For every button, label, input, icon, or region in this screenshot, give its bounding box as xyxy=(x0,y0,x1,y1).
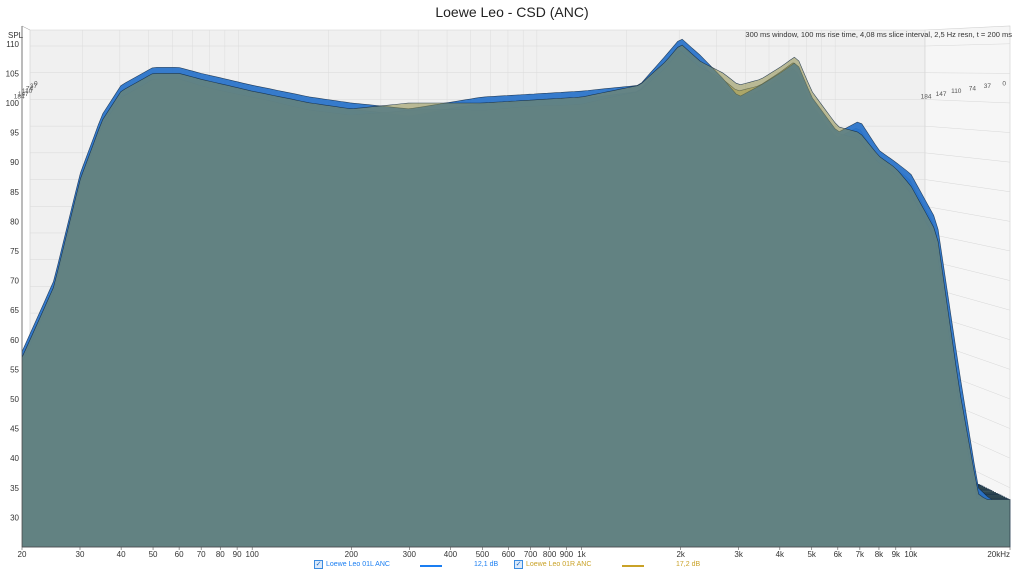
grid-line-level-side xyxy=(924,152,1011,163)
y-tick-label: 90 xyxy=(10,158,19,167)
legend-label-left: Loewe Leo 01L ANC xyxy=(326,561,390,568)
x-tick-label: 8k xyxy=(875,550,884,559)
x-tick-label: 30 xyxy=(76,550,85,559)
time-tick-label-left: 147 xyxy=(18,91,29,98)
legend-item-right[interactable]: ✓ Loewe Leo 01R ANC xyxy=(514,560,591,569)
legend-swatch-left xyxy=(420,565,442,567)
legend-checkbox-right[interactable]: ✓ xyxy=(514,560,523,569)
legend: ✓ Loewe Leo 01L ANC 12,1 dB ✓ Loewe Leo … xyxy=(0,560,1024,573)
x-tick-label: 10k xyxy=(904,550,918,559)
x-tick-label: 800 xyxy=(543,550,557,559)
y-axis-label: SPL xyxy=(8,31,24,40)
legend-value-left: 12,1 dB xyxy=(474,561,499,568)
x-tick-label: 40 xyxy=(117,550,126,559)
x-tick-label: 600 xyxy=(502,550,516,559)
csd-slice-right xyxy=(22,44,1011,548)
y-tick-label: 105 xyxy=(6,69,20,78)
time-tick-label-left: 37 xyxy=(30,83,38,90)
x-tick-label: 9k xyxy=(892,550,901,559)
y-tick-label: 30 xyxy=(10,513,19,522)
y-tick-label: 50 xyxy=(10,395,19,404)
x-tick-label: 3k xyxy=(734,550,743,559)
grid-line-level-side xyxy=(924,99,1011,104)
csd-chart: 30 35 40 45 50 55 60 65 70 75 80 85 90 95 100 105 110 20 3… xyxy=(6,25,1012,559)
time-tick-label-left: 0 xyxy=(34,81,38,88)
x-tick-label: 100 xyxy=(246,550,260,559)
x-tick-label: 200 xyxy=(345,550,359,559)
y-tick-label: 60 xyxy=(10,336,19,345)
x-tick-label: 500 xyxy=(476,550,490,559)
x-tick-label: 900 xyxy=(560,550,574,559)
legend-value-right: 17,2 dB xyxy=(676,561,701,568)
time-tick-label-right: 74 xyxy=(969,85,977,92)
y-tick-label: 70 xyxy=(10,277,19,286)
x-tick-label: 90 xyxy=(233,550,242,559)
legend-label-right: Loewe Leo 01R ANC xyxy=(526,561,592,568)
grid-line-level-side xyxy=(924,206,1011,222)
y-tick-label: 95 xyxy=(10,129,19,138)
grid-line-level-side xyxy=(924,125,1011,133)
depth-axis-line xyxy=(21,25,31,31)
y-tick-label: 40 xyxy=(10,454,19,463)
x-tick-label: 400 xyxy=(444,550,458,559)
time-tick-label-right: 37 xyxy=(984,83,992,90)
x-tick-label: 5k xyxy=(807,550,816,559)
x-tick-label: 4k xyxy=(776,550,785,559)
y-tick-label: 45 xyxy=(10,425,19,434)
x-tick-label: 20kHz xyxy=(987,550,1010,559)
legend-checkbox-left[interactable]: ✓ xyxy=(314,560,323,569)
x-tick-label: 70 xyxy=(197,550,206,559)
chart-title: Loewe Leo - CSD (ANC) xyxy=(435,4,589,20)
slices-layer xyxy=(22,38,1011,548)
axes-layer: 30 35 40 45 50 55 60 65 70 75 80 85 90 95 100 105 110 20 3… xyxy=(6,25,1011,559)
grid-line-level-side xyxy=(924,179,1011,193)
grid-line-level-side xyxy=(924,72,1011,74)
time-tick-label-right: 147 xyxy=(936,91,947,98)
x-tick-label: 2k xyxy=(676,550,685,559)
y-tick-label: 55 xyxy=(10,365,19,374)
time-tick-label-left: 74 xyxy=(26,85,34,92)
y-tick-label: 35 xyxy=(10,484,19,493)
time-tick-label-right: 110 xyxy=(951,88,962,95)
time-tick-label-right: 0 xyxy=(1002,81,1006,88)
y-tick-label: 75 xyxy=(10,247,19,256)
time-tick-label-left: 110 xyxy=(22,88,33,95)
x-tick-label: 300 xyxy=(403,550,417,559)
x-tick-label: 7k xyxy=(856,550,865,559)
x-tick-label: 20 xyxy=(18,550,27,559)
x-tick-label: 80 xyxy=(216,550,225,559)
legend-swatch-right xyxy=(622,565,644,567)
y-tick-label: 65 xyxy=(10,306,19,315)
x-tick-label: 700 xyxy=(524,550,538,559)
x-tick-label: 6k xyxy=(834,550,843,559)
legend-item-left[interactable]: ✓ Loewe Leo 01L ANC xyxy=(314,560,390,569)
x-tick-label: 1k xyxy=(577,550,586,559)
grid-line-level-side xyxy=(924,43,1011,47)
y-tick-label: 110 xyxy=(6,40,19,49)
y-tick-label: 85 xyxy=(10,188,19,197)
time-tick-label-left: 184 xyxy=(14,94,25,101)
y-tick-label: 80 xyxy=(10,217,19,226)
measurement-info: 300 ms window, 100 ms rise time, 4,08 ms… xyxy=(745,30,1012,39)
y-tick-label: 100 xyxy=(6,99,20,108)
x-tick-label: 50 xyxy=(149,550,158,559)
time-tick-label-right: 184 xyxy=(921,94,932,101)
x-tick-label: 60 xyxy=(175,550,184,559)
